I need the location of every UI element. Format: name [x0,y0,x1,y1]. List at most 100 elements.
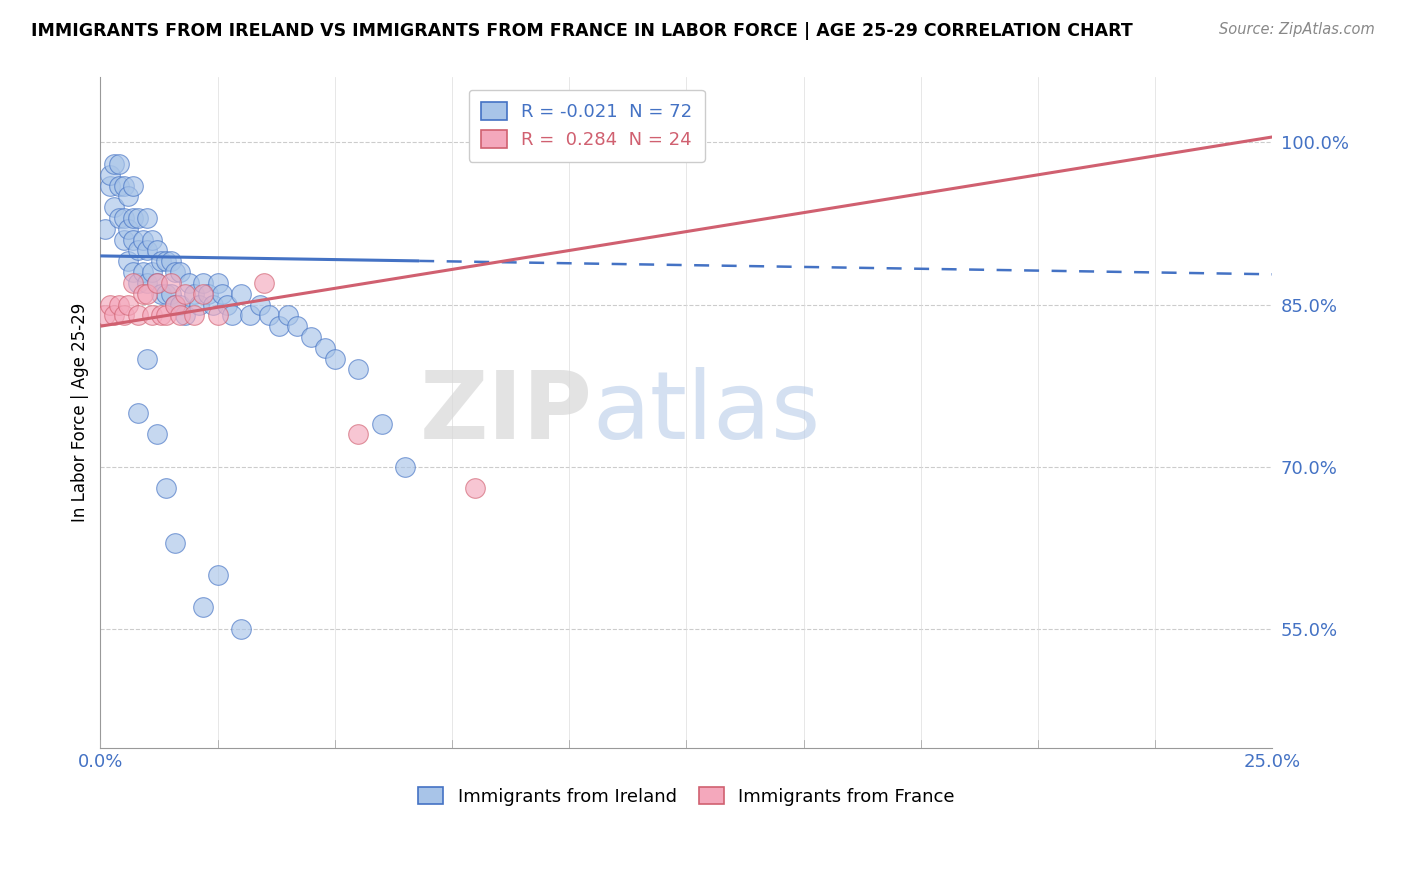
Point [112,211,135,225]
Point [127,309,149,323]
Point [127,276,149,290]
Point [314,341,336,355]
Point [165,297,187,311]
Point [215,297,238,311]
Point [122,211,145,225]
Point [187,297,209,311]
Point [108,178,131,193]
Point [131,233,153,247]
Point [127,211,149,225]
Point [112,309,135,323]
Point [122,178,145,193]
Point [165,297,187,311]
Point [103,157,125,171]
Point [165,265,187,279]
Point [108,297,131,311]
Point [145,276,167,290]
Point [179,276,201,290]
Point [155,309,177,323]
Point [155,286,177,301]
Point [169,309,191,323]
Point [112,178,135,193]
Point [131,265,153,279]
Text: ZIP: ZIP [420,367,593,458]
Point [193,286,215,301]
Point [239,309,262,323]
Point [141,309,163,323]
Point [98,178,121,193]
Point [197,286,219,301]
Point [117,222,139,236]
Point [173,286,195,301]
Text: atlas: atlas [593,367,821,458]
Point [136,351,159,366]
Point [183,309,205,323]
Point [299,330,322,344]
Point [267,319,290,334]
Point [394,459,416,474]
Point [193,600,215,615]
Point [150,254,173,268]
Point [117,297,139,311]
Point [207,276,229,290]
Point [131,286,153,301]
Point [169,265,191,279]
Point [159,254,181,268]
Point [207,309,229,323]
Point [145,427,167,442]
Y-axis label: In Labor Force | Age 25-29: In Labor Force | Age 25-29 [72,303,89,523]
Text: Source: ZipAtlas.com: Source: ZipAtlas.com [1219,22,1375,37]
Point [112,233,135,247]
Point [136,244,159,258]
Point [257,309,280,323]
Point [207,568,229,582]
Point [165,535,187,549]
Point [108,211,131,225]
Point [211,286,233,301]
Point [103,200,125,214]
Point [117,189,139,203]
Point [323,351,346,366]
Point [183,286,205,301]
Point [98,297,121,311]
Point [141,233,163,247]
Point [145,244,167,258]
Point [136,276,159,290]
Point [464,482,486,496]
Point [193,276,215,290]
Point [98,168,121,182]
Point [169,297,191,311]
Point [103,309,125,323]
Point [155,482,177,496]
Point [285,319,308,334]
Point [229,622,252,636]
Point [221,309,243,323]
Legend: Immigrants from Ireland, Immigrants from France: Immigrants from Ireland, Immigrants from… [411,780,962,813]
Point [347,427,370,442]
Point [127,406,149,420]
Point [145,276,167,290]
Point [201,297,224,311]
Point [277,309,299,323]
Point [94,222,117,236]
Point [253,276,276,290]
Point [347,362,370,376]
Point [229,286,252,301]
Point [370,417,392,431]
Point [127,244,149,258]
Point [117,254,139,268]
Point [159,276,181,290]
Point [122,276,145,290]
Text: IMMIGRANTS FROM IRELAND VS IMMIGRANTS FROM FRANCE IN LABOR FORCE | AGE 25-29 COR: IMMIGRANTS FROM IRELAND VS IMMIGRANTS FR… [31,22,1133,40]
Point [249,297,271,311]
Point [150,286,173,301]
Point [108,157,131,171]
Point [141,265,163,279]
Point [136,286,159,301]
Point [122,233,145,247]
Point [155,254,177,268]
Point [150,309,173,323]
Point [136,211,159,225]
Point [159,286,181,301]
Point [173,309,195,323]
